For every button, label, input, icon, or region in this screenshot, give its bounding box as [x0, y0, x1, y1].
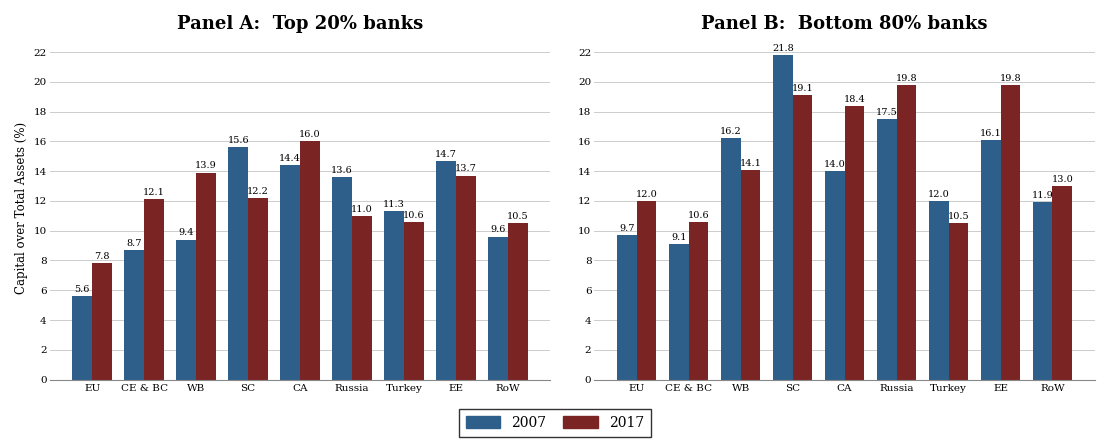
Text: 14.7: 14.7 — [435, 150, 457, 159]
Text: 16.0: 16.0 — [299, 130, 321, 139]
Title: Panel B:  Bottom 80% banks: Panel B: Bottom 80% banks — [702, 15, 988, 33]
Bar — [332, 177, 352, 379]
Bar — [72, 296, 92, 379]
Bar — [981, 140, 1000, 379]
Bar — [1052, 186, 1072, 379]
Text: 12.0: 12.0 — [636, 190, 657, 199]
Bar — [124, 250, 144, 379]
Text: 21.8: 21.8 — [771, 44, 794, 53]
Text: 13.6: 13.6 — [331, 166, 353, 175]
Bar — [845, 106, 865, 379]
Text: 16.2: 16.2 — [720, 127, 741, 136]
Title: Panel A:  Top 20% banks: Panel A: Top 20% banks — [176, 15, 423, 33]
Bar — [773, 55, 793, 379]
Text: 19.8: 19.8 — [1000, 74, 1021, 83]
Text: 9.7: 9.7 — [619, 224, 635, 233]
Text: 19.1: 19.1 — [791, 84, 814, 93]
Text: 12.1: 12.1 — [143, 188, 165, 197]
Text: 14.0: 14.0 — [824, 160, 846, 169]
Text: 13.9: 13.9 — [195, 161, 216, 171]
Bar — [669, 244, 688, 379]
Bar — [793, 95, 813, 379]
Text: 14.4: 14.4 — [280, 154, 301, 163]
Bar — [949, 223, 968, 379]
Text: 11.0: 11.0 — [351, 205, 373, 214]
Bar — [404, 222, 424, 379]
Text: 13.7: 13.7 — [455, 164, 476, 173]
Text: 12.0: 12.0 — [928, 190, 949, 199]
Text: 19.8: 19.8 — [896, 74, 917, 83]
Bar — [352, 216, 372, 379]
Bar — [929, 201, 949, 379]
Bar — [176, 240, 196, 379]
Text: 5.6: 5.6 — [74, 285, 90, 294]
Bar — [384, 211, 404, 379]
Bar — [196, 173, 215, 379]
Bar — [300, 142, 320, 379]
Bar — [740, 170, 760, 379]
Bar — [436, 161, 456, 379]
Text: 9.1: 9.1 — [672, 233, 687, 242]
Legend: 2007, 2017: 2007, 2017 — [458, 409, 652, 436]
Text: 18.4: 18.4 — [844, 95, 866, 103]
Text: 9.4: 9.4 — [179, 228, 194, 237]
Text: 17.5: 17.5 — [876, 108, 898, 117]
Text: 12.2: 12.2 — [246, 187, 269, 196]
Text: 11.3: 11.3 — [383, 200, 405, 209]
Bar — [688, 222, 708, 379]
Text: 13.0: 13.0 — [1051, 175, 1073, 184]
Y-axis label: Capital over Total Assets (%): Capital over Total Assets (%) — [16, 122, 28, 294]
Bar — [825, 171, 845, 379]
Bar — [488, 237, 508, 379]
Text: 15.6: 15.6 — [228, 136, 249, 145]
Text: 11.9: 11.9 — [1031, 191, 1053, 200]
Bar — [229, 147, 248, 379]
Text: 7.8: 7.8 — [94, 252, 110, 261]
Text: 8.7: 8.7 — [127, 239, 142, 248]
Bar — [144, 199, 164, 379]
Bar — [1032, 202, 1052, 379]
Bar — [637, 201, 656, 379]
Bar — [248, 198, 268, 379]
Bar — [280, 165, 300, 379]
Bar — [877, 119, 897, 379]
Text: 9.6: 9.6 — [491, 225, 506, 234]
Bar — [1000, 85, 1020, 379]
Text: 10.6: 10.6 — [688, 211, 709, 220]
Bar — [456, 176, 476, 379]
Text: 10.5: 10.5 — [507, 212, 528, 221]
Bar — [508, 223, 527, 379]
Text: 16.1: 16.1 — [980, 129, 1001, 138]
Text: 10.5: 10.5 — [948, 212, 969, 221]
Bar — [617, 235, 637, 379]
Bar — [897, 85, 917, 379]
Text: 10.6: 10.6 — [403, 211, 425, 220]
Text: 14.1: 14.1 — [739, 159, 761, 168]
Bar — [92, 263, 112, 379]
Bar — [720, 138, 740, 379]
